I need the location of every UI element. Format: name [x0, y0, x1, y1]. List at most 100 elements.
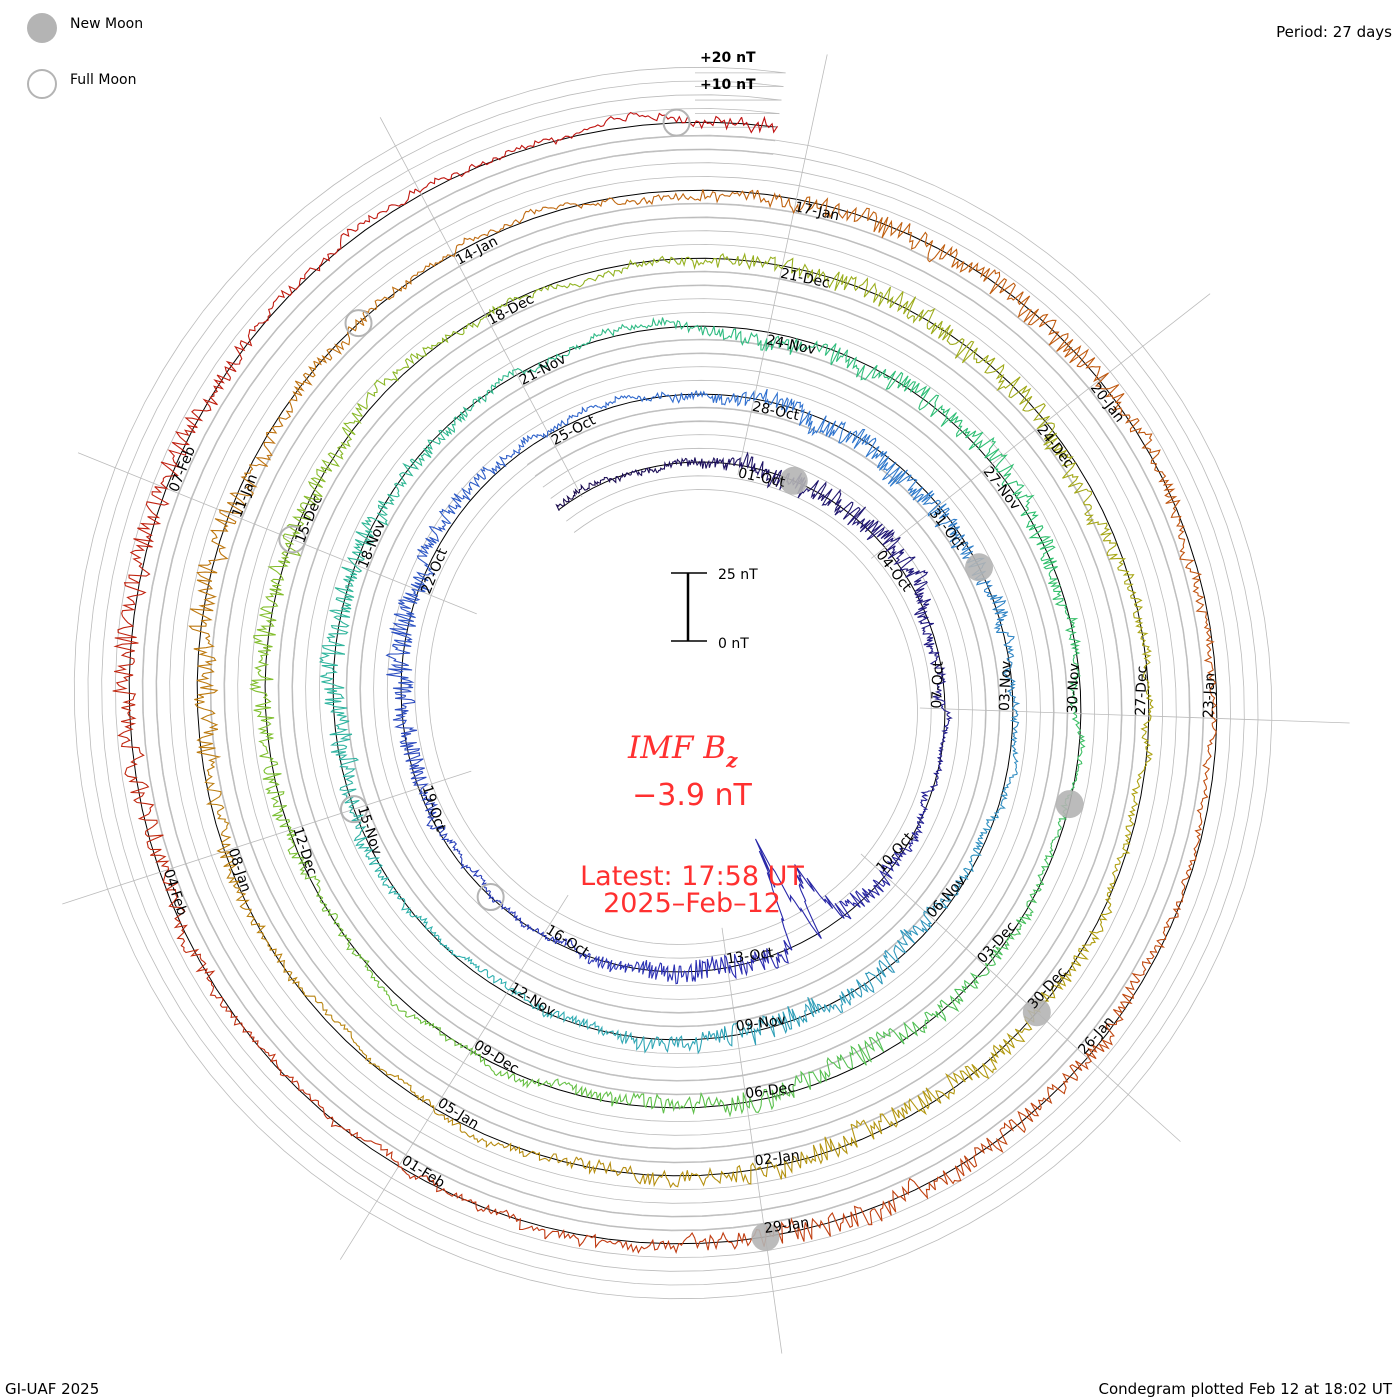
- bz-trace-segment: [933, 751, 944, 784]
- bz-trace-segment: [673, 115, 743, 131]
- bz-trace-segment: [256, 923, 293, 973]
- bz-trace-segment: [742, 1013, 781, 1046]
- bz-trace-segment: [1127, 589, 1149, 644]
- grid-label-plus20: +20 nT: [700, 50, 756, 66]
- date-label: 13-Oct: [725, 945, 775, 968]
- bz-trace-segment: [480, 969, 517, 996]
- bz-trace-segment: [1071, 914, 1108, 967]
- bz-trace-segment: [1140, 697, 1154, 755]
- bz-trace-segment: [249, 653, 274, 707]
- bz-trace-segment: [929, 660, 947, 692]
- radial-spokes: [62, 54, 1350, 1354]
- bz-trace-segment: [620, 391, 661, 403]
- bz-trace-segment: [553, 406, 587, 431]
- bz-trace-segment: [361, 493, 395, 533]
- bz-trace-segment: [872, 860, 894, 893]
- new-moon-legend-label: New Moon: [70, 16, 143, 32]
- scale-bottom-label: 0 nT: [718, 636, 749, 652]
- period-label: Period: 27 days: [1276, 23, 1392, 41]
- bz-trace-segment: [224, 320, 266, 378]
- bz-trace-segment: [578, 479, 605, 493]
- bz-trace-segment: [501, 906, 529, 928]
- bz-trace-segment: [802, 410, 843, 438]
- new-moon-marker: [1022, 998, 1051, 1027]
- bz-trace-segment: [204, 754, 225, 814]
- bz-trace-segment: [481, 878, 504, 907]
- bz-trace-segment: [1076, 357, 1125, 411]
- bz-trace-segment: [866, 523, 901, 553]
- bz-trace-segment: [409, 762, 429, 797]
- bz-trace-segment: [216, 813, 237, 872]
- bz-trace-segment: [930, 880, 961, 912]
- bz-trace-segment: [743, 451, 770, 482]
- bz-trace-segment: [1116, 807, 1136, 863]
- bz-trace-segment: [183, 948, 224, 1008]
- moon-markers: [278, 108, 1084, 1251]
- date-label: 07-Oct: [929, 660, 947, 709]
- grid-spiral: [87, 80, 1259, 1286]
- bz-trace-segment: [631, 1169, 691, 1189]
- bz-trace-segment: [794, 864, 852, 920]
- bz-trace-segment: [368, 1057, 416, 1096]
- bz-trace-segment: [614, 959, 648, 975]
- bz-trace-segment: [548, 342, 590, 361]
- bz-trace-segment: [405, 245, 458, 285]
- bz-trace-segment: [377, 985, 418, 1019]
- grid-label-plus10: +10 nT: [700, 77, 756, 93]
- date-label: 02-Jan: [754, 1147, 801, 1169]
- full-moon-marker: [339, 795, 368, 824]
- bz-trace-segment: [817, 197, 878, 232]
- bz-trace-segment: [331, 1015, 371, 1061]
- date-label: 12-Dec: [289, 825, 320, 877]
- bz-trace-segment: [865, 446, 903, 485]
- bz-trace-segment: [415, 1094, 463, 1133]
- new-moon-marker: [1055, 790, 1084, 819]
- bz-trace-segment: [932, 689, 953, 722]
- bz-trace-segment: [938, 721, 950, 753]
- bz-trace-segment: [572, 197, 635, 209]
- grid-spirals: [73, 66, 1273, 1300]
- current-value: −3.9 nT: [632, 778, 752, 813]
- bz-trace-segment: [346, 943, 380, 986]
- bz-trace-segment: [709, 953, 743, 980]
- bz-trace-segment: [1009, 704, 1020, 744]
- date-label: 08-Jan: [225, 846, 254, 894]
- bz-trace-segment: [955, 848, 982, 883]
- date-label: 19-Oct: [419, 783, 449, 834]
- date-label: 03-Nov: [997, 661, 1015, 712]
- new-moon-marker: [751, 1222, 780, 1251]
- radial-spoke: [721, 927, 783, 1354]
- bz-trace-segment: [1194, 770, 1209, 836]
- bz-trace-segment: [188, 575, 218, 639]
- bz-trace-segment: [184, 374, 232, 433]
- bz-trace-segment: [757, 335, 802, 355]
- bz-trace-segment: [554, 937, 587, 960]
- bz-trace-segment: [582, 259, 634, 285]
- bz-trace-segment: [421, 795, 443, 830]
- bz-trace-segment: [989, 448, 1025, 496]
- bz-trace-segment: [1103, 539, 1135, 591]
- bz-trace-segment: [1085, 1006, 1124, 1064]
- date-label: 06-Dec: [744, 1079, 796, 1102]
- bz-trace-segment: [1154, 463, 1182, 523]
- bz-trace-segment: [887, 548, 916, 578]
- bz-trace-segment: [746, 1082, 795, 1113]
- bz-trace-segment: [507, 357, 550, 377]
- bz-trace-segment: [733, 388, 770, 407]
- bz-trace-segment: [287, 972, 332, 1016]
- bz-trace-segment: [1028, 530, 1058, 576]
- grid-spiral: [101, 94, 1245, 1272]
- bz-trace-segment: [144, 819, 170, 885]
- bz-trace-segment: [334, 566, 358, 613]
- bz-trace-segment: [417, 524, 446, 557]
- new-moon-marker: [965, 553, 994, 582]
- bz-trace-segment: [121, 550, 151, 617]
- bz-trace-segment: [1181, 834, 1201, 897]
- bz-trace-segment: [354, 371, 399, 417]
- bz-trace-segment: [889, 839, 914, 867]
- bz-trace-segment: [484, 295, 533, 318]
- grid-spiral: [73, 66, 1273, 1300]
- bz-trace-segment: [532, 282, 584, 298]
- bz-trace-segment: [317, 1100, 372, 1142]
- bz-trace-segment: [632, 255, 687, 268]
